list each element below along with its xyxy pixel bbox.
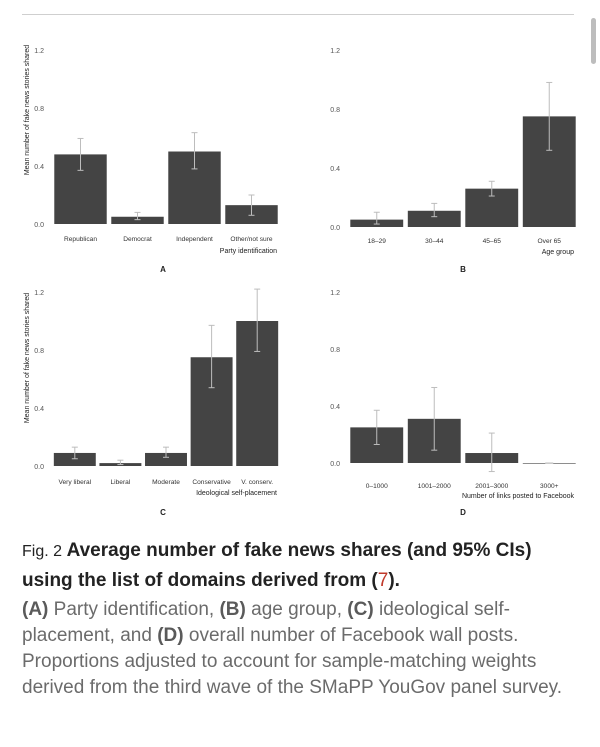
panel-d-ytick-label: 1.2 <box>330 290 340 297</box>
panel-a-letter: A <box>160 265 166 274</box>
panel-c-ytick-label: 0.4 <box>34 406 44 413</box>
panel-a-yaxis-title: Mean number of fake news stories shared <box>24 45 31 175</box>
panel-a-category-label: Other/not sure <box>230 236 272 243</box>
caption-letter-a: (A) <box>22 599 49 620</box>
panel-a-ytick-label: 1.2 <box>34 48 44 55</box>
panel-b-letter: B <box>460 265 466 274</box>
panel-a-ytick-label: 0.4 <box>34 164 44 171</box>
scrollbar-thumb[interactable] <box>591 18 596 64</box>
panel-d-category-label: 0–1000 <box>366 483 388 490</box>
panel-c-category-label: Moderate <box>152 479 180 486</box>
caption-body: (A) Party identification, (B) age group,… <box>22 597 578 701</box>
panel-d-ytick-label: 0.0 <box>330 461 340 468</box>
panel-c-yaxis-title: Mean number of fake news stories shared <box>24 293 31 423</box>
panel-a-category-label: Republican <box>64 236 97 243</box>
panel-d-letter: D <box>460 508 466 517</box>
panel-b-ytick-label: 0.4 <box>330 166 340 173</box>
caption-letter-c: (C) <box>347 599 374 620</box>
panel-b-category-label: Over 65 <box>538 238 562 245</box>
panel-d-ytick-label: 0.4 <box>330 404 340 411</box>
top-divider <box>22 14 574 15</box>
caption-text-c: ideological self-placement, and <box>22 599 510 646</box>
panel-b-bar <box>407 210 461 227</box>
panel-d-category-label: 3000+ <box>540 483 559 490</box>
panel-a-xaxis-title: Party identification <box>220 248 277 255</box>
figure-caption: Fig. 2 Average number of fake news share… <box>22 536 578 701</box>
panel-d-category-label: 2001–3000 <box>475 483 508 490</box>
panel-c-bar <box>53 452 96 466</box>
panel-c-xaxis-title: Ideological self-placement <box>196 490 277 497</box>
panel-a-bar <box>111 216 164 224</box>
panel-b-ytick-label: 0.8 <box>330 107 340 114</box>
panel-c-category-label: Conservative <box>192 479 231 486</box>
panel-a-category-label: Independent <box>176 236 213 243</box>
panel-c-category-label: Very liberal <box>58 479 91 486</box>
panel-a-ytick-label: 0.0 <box>34 222 44 229</box>
caption-title-end: ). <box>388 570 400 591</box>
panel-b-category-label: 45–65 <box>483 238 502 245</box>
caption-letter-b: (B) <box>219 599 246 620</box>
panel-b-category-label: 30–44 <box>425 238 444 245</box>
panel-c-category-label: Liberal <box>111 479 131 486</box>
panel-d-ytick-label: 0.8 <box>330 347 340 354</box>
caption-title: Fig. 2 Average number of fake news share… <box>22 536 578 595</box>
panel-c-ytick-label: 1.2 <box>34 290 44 297</box>
panel-c-ytick-label: 0.0 <box>34 464 44 471</box>
caption-title-text: Average number of fake news shares (and … <box>22 540 532 591</box>
caption-text-a: Party identification, <box>48 599 220 620</box>
caption-ref-link[interactable]: 7 <box>377 570 389 591</box>
panel-a-ytick-label: 0.8 <box>34 106 44 113</box>
panel-a-category-label: Democrat <box>123 236 152 243</box>
figure-panels: 0.0 0.4 0.8 1.2 Republican Democrat Independen… <box>24 45 576 517</box>
caption-text-d: overall number of Facebook wall posts. P… <box>22 625 563 698</box>
panel-d-xaxis-title: Number of links posted to Facebook <box>462 493 575 500</box>
caption-letter-d: (D) <box>157 625 184 646</box>
panel-b-category-label: 18–29 <box>368 238 387 245</box>
panel-c-ytick-label: 0.8 <box>34 348 44 355</box>
panel-b-xaxis-title: Age group <box>542 249 574 256</box>
panel-c-bar <box>145 452 187 466</box>
panel-b-ytick-label: 0.0 <box>330 225 340 232</box>
caption-text-b: age group, <box>245 599 348 620</box>
panel-c-letter: C <box>160 508 166 517</box>
panel-c-category-label: V. conserv. <box>241 479 273 486</box>
panel-d-category-label: 1001–2000 <box>418 483 451 490</box>
panel-b-ytick-label: 1.2 <box>330 48 340 55</box>
caption-fig-label: Fig. 2 <box>22 543 63 560</box>
